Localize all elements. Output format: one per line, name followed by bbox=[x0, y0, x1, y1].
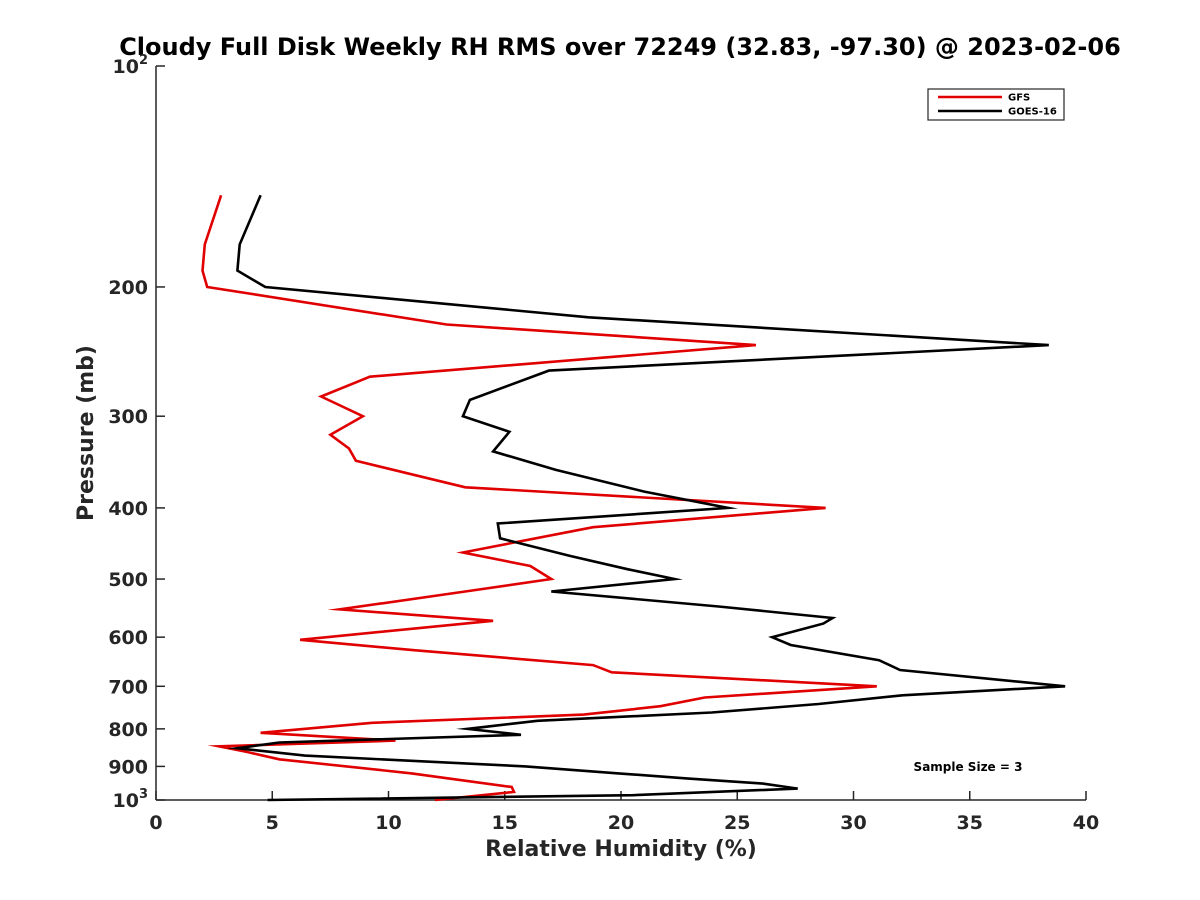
sample-size-annotation: Sample Size = 3 bbox=[914, 760, 1023, 774]
y-tick-label: 700 bbox=[108, 676, 148, 698]
y-tick-label: 400 bbox=[108, 498, 148, 520]
x-tick-label: 40 bbox=[1073, 812, 1099, 834]
legend[interactable]: GFS GOES-16 bbox=[927, 88, 1065, 121]
legend-box bbox=[927, 88, 1065, 121]
y-tick-label: 800 bbox=[108, 719, 148, 741]
x-tick-label: 30 bbox=[840, 812, 866, 834]
legend-label-gfs: GFS bbox=[1008, 93, 1030, 104]
x-axis-ticks: 0 5 10 15 20 25 30 35 40 bbox=[149, 791, 1099, 834]
y-tick-label: 600 bbox=[108, 627, 148, 649]
y-tick-label: 900 bbox=[108, 756, 148, 778]
series-line-goes-16 bbox=[226, 194, 1066, 802]
chart-title: Cloudy Full Disk Weekly RH RMS over 7224… bbox=[119, 33, 1121, 61]
y-tick-label: 300 bbox=[108, 406, 148, 428]
series-layer bbox=[201, 194, 1066, 802]
y-axis-label: Pressure (mb) bbox=[74, 345, 99, 521]
y-tick-label: 500 bbox=[108, 569, 148, 591]
x-tick-label: 35 bbox=[957, 812, 983, 834]
x-axis-label: Relative Humidity (%) bbox=[485, 837, 757, 862]
x-tick-label: 10 bbox=[375, 812, 401, 834]
x-tick-label: 0 bbox=[149, 812, 162, 834]
legend-label-goes-16: GOES-16 bbox=[1008, 107, 1057, 118]
x-tick-label: 15 bbox=[492, 812, 518, 834]
x-tick-label: 20 bbox=[608, 812, 634, 834]
y-tick-label: 200 bbox=[108, 277, 148, 299]
y-tick-label: 102 bbox=[113, 53, 149, 78]
series-line-gfs bbox=[201, 194, 877, 802]
y-axis-ticks: 102 200 300 400 500 600 700 800 900 103 bbox=[108, 53, 165, 812]
x-tick-label: 25 bbox=[724, 812, 750, 834]
y-tick-label: 103 bbox=[113, 787, 149, 812]
x-tick-label: 5 bbox=[266, 812, 279, 834]
